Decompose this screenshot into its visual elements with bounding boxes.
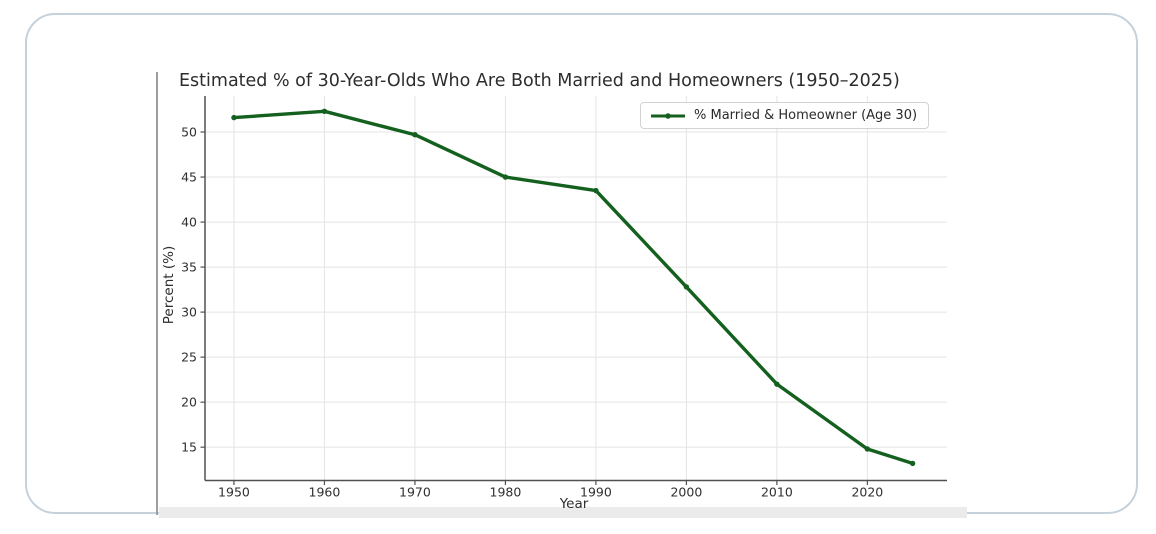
left-divider (156, 72, 158, 515)
chart-card: Estimated % of 30-Year-Olds Who Are Both… (25, 13, 1138, 518)
bottom-strip (159, 507, 967, 518)
legend-line-swatch (651, 112, 685, 119)
y-tick-label: 50 (181, 125, 197, 140)
x-tick-label: 2020 (851, 485, 883, 500)
y-tick-label: 15 (181, 440, 197, 455)
x-tick-label: 1980 (490, 485, 522, 500)
chart-title: Estimated % of 30-Year-Olds Who Are Both… (179, 71, 900, 91)
y-tick-label: 40 (181, 215, 197, 230)
x-tick-label: 1960 (309, 485, 341, 500)
data-point-marker (231, 114, 237, 121)
x-tick-label: 1950 (218, 485, 250, 500)
y-tick-label: 45 (181, 170, 197, 185)
data-point-marker (321, 108, 328, 115)
data-point-marker (412, 132, 418, 138)
x-tick-label: 2000 (670, 485, 702, 500)
data-line (232, 109, 915, 466)
x-tick-label: 2010 (761, 485, 793, 500)
data-point-marker (774, 381, 780, 387)
x-axis-label: Year (559, 496, 589, 512)
data-point-marker (593, 187, 599, 194)
y-tick-label: 25 (181, 350, 197, 365)
y-tick-label: 20 (181, 395, 197, 410)
x-tick-label: 1990 (580, 485, 612, 500)
y-axis-label: Percent (%) (161, 245, 177, 325)
data-point-marker (683, 284, 690, 290)
y-tick-label: 30 (181, 305, 197, 320)
legend-label: % Married & Homeowner (Age 30) (694, 108, 918, 123)
data-point-marker (502, 174, 509, 180)
line-chart: 15 20 25 30 35 40 45 50 1950 1960 1970 1980 1990 2000… (181, 96, 947, 500)
data-point-marker (909, 460, 916, 467)
data-point-marker (864, 446, 871, 452)
legend: % Married & Homeowner (Age 30) (640, 102, 930, 129)
x-tick-label: 1970 (399, 485, 431, 500)
y-tick-label: 35 (181, 260, 197, 275)
